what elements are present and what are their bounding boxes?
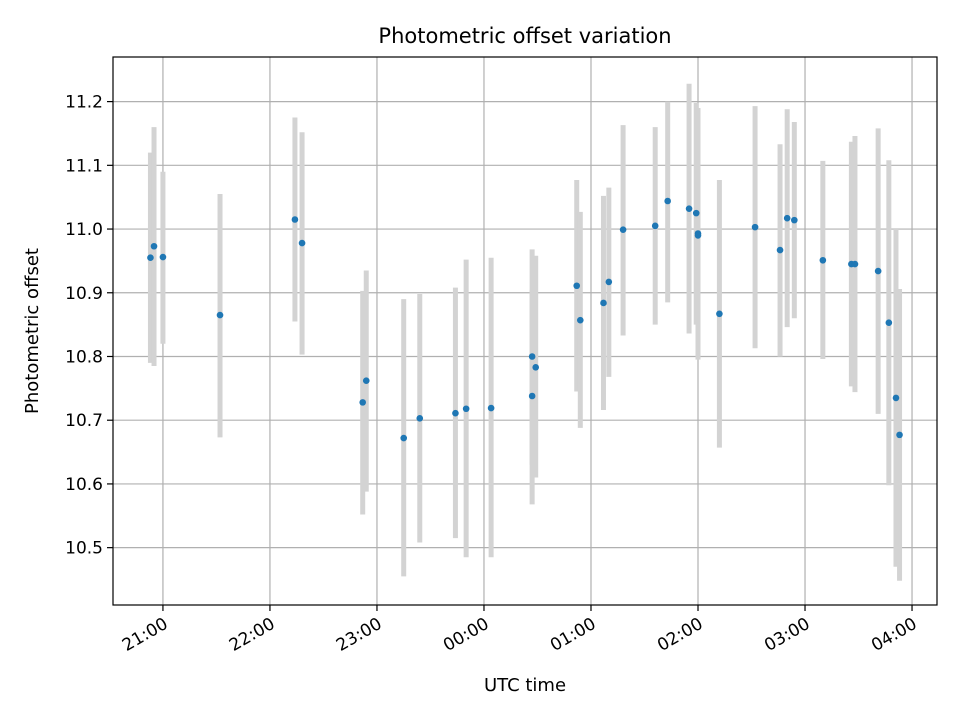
- data-point: [851, 260, 859, 268]
- x-tick-label: 23:00: [333, 614, 385, 656]
- x-tick-label: 01:00: [547, 614, 599, 656]
- y-tick-label: 10.8: [65, 347, 103, 367]
- x-tick-label: 22:00: [226, 614, 278, 656]
- y-tick-label: 10.5: [65, 539, 103, 559]
- data-point: [416, 414, 424, 422]
- y-tick-label: 10.7: [65, 411, 103, 431]
- data-point: [452, 409, 459, 417]
- data-point: [716, 310, 723, 318]
- x-tick-label: 02:00: [654, 614, 706, 656]
- data-point: [896, 431, 903, 439]
- data-point: [600, 299, 607, 307]
- data-point: [150, 242, 158, 250]
- errorbar-layer: [147, 83, 903, 581]
- y-tick-label: 11.2: [65, 93, 103, 113]
- data-point: [400, 434, 408, 442]
- chart-title: Photometric offset variation: [378, 24, 671, 48]
- data-point: [776, 246, 784, 254]
- data-point: [692, 209, 700, 217]
- data-point: [874, 267, 882, 275]
- data-point: [532, 364, 540, 371]
- data-point: [362, 377, 370, 385]
- data-point: [751, 223, 759, 231]
- y-axis-title: Photometric offset: [22, 248, 43, 414]
- x-axis-title: UTC time: [484, 675, 566, 696]
- data-point: [291, 216, 299, 223]
- plot-frame: [112, 56, 938, 606]
- y-axis: 10.5 10.6 10.7 10.8 10.9 11.0 11.1 11.2: [65, 93, 113, 559]
- y-tick-label: 11.0: [65, 220, 103, 240]
- data-point: [664, 197, 671, 205]
- data-point: [619, 226, 627, 233]
- data-point: [216, 311, 224, 319]
- data-point: [885, 319, 893, 327]
- x-axis: 21:00 22:00 23:00 00:00 01:00 02:00 03:00 04:00: [119, 605, 921, 656]
- x-tick-label: 00:00: [440, 614, 492, 656]
- data-point: [159, 253, 167, 261]
- data-point: [359, 399, 366, 406]
- data-point: [685, 205, 693, 212]
- data-point: [819, 256, 827, 264]
- y-tick-label: 10.6: [65, 475, 103, 495]
- data-point: [892, 394, 900, 402]
- x-tick-label: 03:00: [761, 614, 813, 656]
- data-point: [783, 214, 791, 222]
- data-point: [573, 282, 581, 290]
- data-point: [791, 216, 798, 224]
- data-point: [487, 404, 495, 412]
- data-point: [298, 239, 306, 247]
- data-point: [462, 405, 470, 413]
- point-layer: [147, 197, 903, 442]
- x-tick-label: 21:00: [119, 614, 171, 656]
- data-point: [528, 392, 536, 400]
- data-point: [694, 232, 702, 239]
- data-point: [528, 353, 536, 360]
- y-tick-label: 10.9: [65, 284, 103, 304]
- data-point: [651, 222, 659, 230]
- x-tick-label: 04:00: [868, 614, 920, 656]
- grid-layer: [113, 57, 937, 605]
- y-tick-label: 11.1: [65, 156, 103, 176]
- data-point: [576, 316, 584, 324]
- data-point: [147, 254, 154, 262]
- data-point: [605, 278, 613, 286]
